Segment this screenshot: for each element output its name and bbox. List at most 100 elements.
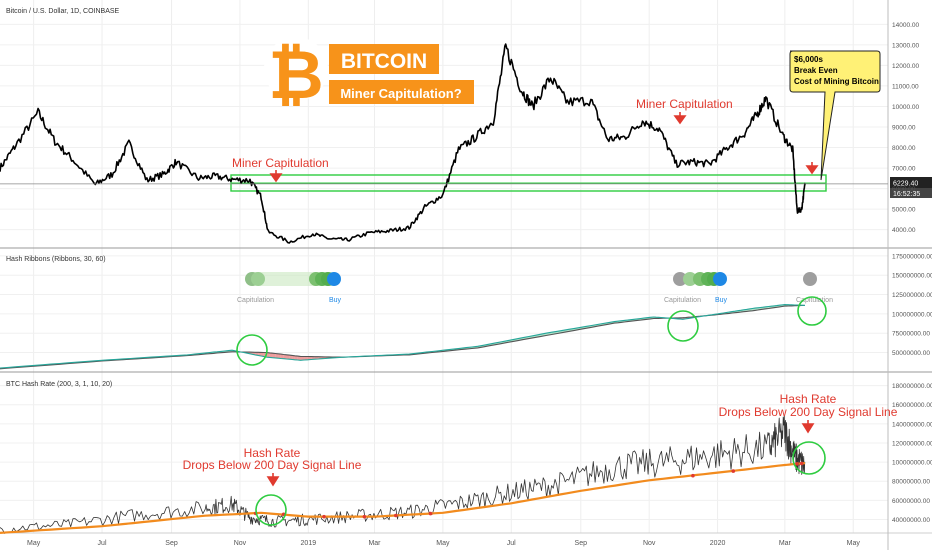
breakeven-callout: $6,000s Break Even Cost of Mining Bitcoi…	[789, 50, 881, 181]
x-tick-label: Mar	[779, 540, 792, 547]
signal-label-capitulation: Capitulation	[237, 297, 274, 304]
ribbon-fast-line	[0, 304, 806, 369]
x-tick-label: Mar	[368, 540, 381, 547]
signal-label-buy: Buy	[329, 297, 342, 304]
down-arrow-icon	[673, 112, 687, 125]
ribbon-fill	[297, 356, 301, 361]
down-arrow-icon	[801, 420, 815, 434]
miner-capitulation-label-1: Miner Capitulation	[232, 156, 329, 170]
ribbon-fill	[261, 352, 264, 357]
ribbon-fill	[286, 354, 290, 360]
y-tick-label: 140000000.00	[892, 421, 932, 428]
ribbon-fill	[278, 353, 281, 359]
y-tick-label: 60000000.00	[892, 498, 930, 505]
cross-below-marker	[795, 462, 799, 466]
hash-rate-label-1b: Drops Below 200 Day Signal Line	[183, 458, 362, 472]
svg-text:₿: ₿	[268, 37, 323, 113]
down-arrow-icon	[266, 473, 280, 487]
brand-subtitle: Miner Capitulation?	[340, 86, 461, 101]
buy-signal-dot	[327, 272, 341, 286]
y-tick-label: 9000.00	[892, 125, 916, 132]
ribbon-slow-line	[0, 304, 805, 370]
price-pane	[0, 43, 888, 244]
countdown-label: 16:52:35	[893, 191, 920, 198]
cross-below-marker	[428, 511, 433, 516]
x-axis: May Jul Sep Nov 2019 Mar May Jul Sep Nov 2020 Mar Ma…	[27, 540, 860, 547]
hash-rate-line	[0, 415, 806, 534]
y-tick-label: 7000.00	[892, 166, 916, 173]
hash-rate-label-2a: Hash Rate	[780, 392, 837, 406]
x-tick-label: Nov	[234, 540, 247, 547]
hash-rate-label-2b: Drops Below 200 Day Signal Line	[719, 405, 898, 419]
x-tick-label: Sep	[575, 540, 588, 547]
hash-rate-title: BTC Hash Rate (200, 3, 1, 10, 20)	[6, 381, 112, 388]
x-tick-label: May	[27, 540, 41, 547]
cross-below-marker	[362, 514, 367, 519]
cross-below-marker	[393, 513, 398, 518]
hash-rate-pane	[0, 415, 806, 534]
countdown-tag	[890, 188, 932, 198]
highlight-circle	[792, 441, 826, 475]
cross-below-marker	[691, 473, 695, 478]
y-tick-label: 160000000.00	[892, 402, 932, 409]
signal-dot	[803, 272, 817, 286]
y-tick-label: 13000.00	[892, 42, 919, 49]
y-tick-label: 80000000.00	[892, 479, 930, 486]
y-tick-label: 150000000.00	[892, 273, 932, 280]
signal-dots	[245, 272, 817, 286]
y-tick-label: 10000.00	[892, 104, 919, 111]
signal-label-buy: Buy	[715, 297, 728, 304]
signal-label-capitulation: Capitulation	[664, 297, 701, 304]
signal-dot	[251, 272, 265, 286]
ribbon-fill	[292, 355, 295, 360]
brand-title: BITCOIN	[341, 50, 427, 73]
brand-title-box	[329, 44, 439, 74]
x-tick-label: Sep	[165, 540, 178, 547]
signal-label-capitulation: Capitulation	[796, 297, 833, 304]
x-tick-label: Jul	[507, 540, 516, 547]
y-tick-label: 120000000.00	[892, 440, 932, 447]
ribbon-fill	[275, 353, 279, 359]
signal-dot	[683, 272, 697, 286]
ribbon-fill	[272, 353, 276, 358]
ribbon-fill	[289, 355, 293, 360]
y-tick-label: 100000000.00	[892, 460, 932, 467]
hash-rate-label-1a: Hash Rate	[244, 446, 301, 460]
callout-line-2: Break Even	[794, 66, 838, 75]
last-price-tag	[890, 177, 932, 188]
x-tick-label: 2020	[710, 540, 726, 547]
ribbon-fill	[266, 352, 270, 358]
down-arrow-icon	[805, 162, 819, 175]
hash-ribbons-pane	[0, 304, 806, 370]
callout-line-1: $6,000s	[794, 55, 823, 64]
x-tick-label: May	[847, 540, 861, 547]
y-tick-label: 100000000.00	[892, 311, 932, 318]
cross-below-marker	[731, 469, 736, 473]
ribbon-fill	[269, 352, 273, 358]
y-tick-label: 4000.00	[892, 227, 916, 234]
y-tick-label: 180000000.00	[892, 383, 932, 390]
highlight-circle	[236, 334, 268, 366]
x-tick-label: 2019	[301, 540, 317, 547]
y-tick-label: 6000.00	[892, 186, 916, 193]
y-tick-label: 50000000.00	[892, 350, 930, 357]
price-line	[0, 43, 806, 244]
callout-line-3: Cost of Mining Bitcoin	[794, 77, 879, 86]
signal-dot	[673, 272, 687, 286]
highlight-circle	[667, 310, 699, 342]
bitcoin-logo-icon: ₿	[264, 37, 328, 113]
ribbon-fill	[304, 356, 308, 361]
y-tick-label: 11000.00	[892, 83, 919, 90]
ribbon-fill	[307, 356, 312, 360]
ribbon-fill	[294, 355, 298, 361]
y-tick-label: 125000000.00	[892, 292, 932, 299]
highlight-circle	[255, 494, 287, 526]
hash-ribbons-title: Hash Ribbons (Ribbons, 30, 60)	[6, 256, 106, 263]
ribbon-fill	[280, 354, 284, 359]
price-pane-title: Bitcoin / U.S. Dollar, 1D, COINBASE	[6, 8, 120, 15]
signal-line	[0, 462, 806, 534]
y-tick-label: 12000.00	[892, 63, 919, 70]
last-price-label: 6229.40	[893, 181, 918, 188]
